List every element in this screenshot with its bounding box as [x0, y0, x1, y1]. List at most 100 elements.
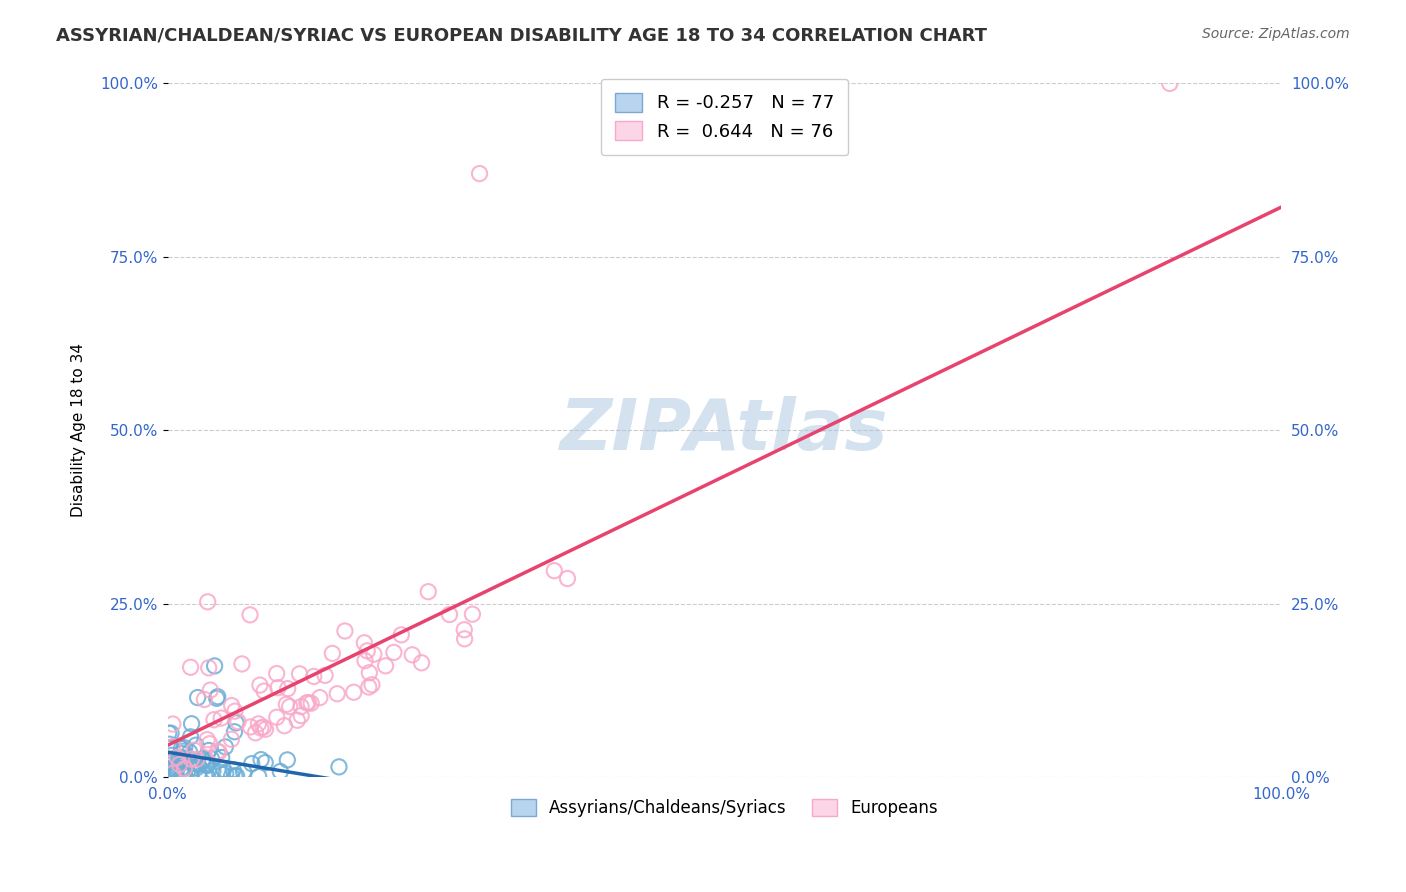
Point	[163, 764, 186, 778]
Point	[221, 769, 243, 783]
Point	[200, 752, 222, 766]
Point	[363, 647, 385, 661]
Point	[382, 645, 405, 659]
Point	[359, 665, 381, 680]
Point	[165, 764, 187, 778]
Point	[254, 723, 277, 737]
Point	[240, 756, 263, 771]
Point	[205, 691, 228, 706]
Point	[166, 760, 188, 774]
Point	[209, 711, 232, 725]
Text: ZIPAtlas: ZIPAtlas	[560, 396, 889, 465]
Point	[173, 766, 195, 780]
Point	[183, 743, 205, 757]
Point	[266, 710, 288, 724]
Point	[184, 738, 207, 752]
Point	[195, 757, 218, 772]
Point	[207, 744, 229, 758]
Point	[162, 766, 184, 780]
Point	[557, 572, 579, 586]
Point	[321, 647, 343, 661]
Point	[308, 690, 330, 705]
Point	[401, 648, 423, 662]
Point	[201, 764, 224, 778]
Point	[170, 747, 193, 761]
Point	[186, 752, 208, 766]
Point	[245, 726, 267, 740]
Point	[179, 745, 201, 759]
Point	[297, 696, 319, 710]
Point	[224, 704, 246, 718]
Point	[357, 680, 380, 694]
Point	[389, 628, 412, 642]
Point	[207, 690, 229, 704]
Point	[180, 660, 202, 674]
Point	[273, 719, 295, 733]
Point	[254, 756, 277, 770]
Point	[221, 698, 243, 713]
Point	[198, 737, 221, 751]
Point	[361, 678, 384, 692]
Point	[184, 756, 207, 771]
Point	[160, 726, 183, 740]
Point	[249, 721, 271, 735]
Point	[163, 766, 186, 780]
Point	[247, 770, 270, 784]
Point	[187, 765, 209, 780]
Point	[166, 751, 188, 765]
Point	[170, 741, 193, 756]
Point	[160, 748, 183, 763]
Point	[193, 751, 215, 765]
Point	[195, 732, 218, 747]
Point	[290, 699, 312, 714]
Point	[165, 769, 187, 783]
Point	[411, 656, 433, 670]
Point	[354, 654, 377, 668]
Point	[302, 669, 325, 683]
Point	[461, 607, 484, 622]
Point	[197, 595, 219, 609]
Point	[169, 757, 191, 772]
Point	[249, 678, 271, 692]
Point	[267, 681, 290, 695]
Point	[232, 764, 254, 779]
Point	[453, 632, 475, 646]
Point	[211, 750, 233, 764]
Point	[157, 737, 180, 751]
Point	[173, 740, 195, 755]
Point	[222, 763, 245, 777]
Point	[180, 716, 202, 731]
Point	[439, 607, 461, 622]
Point	[167, 752, 190, 766]
Point	[250, 753, 273, 767]
Point	[174, 755, 197, 769]
Point	[172, 767, 194, 781]
Point	[195, 758, 218, 772]
Point	[162, 739, 184, 754]
Point	[266, 666, 288, 681]
Point	[159, 755, 181, 769]
Point	[224, 724, 246, 739]
Point	[253, 684, 276, 698]
Point	[225, 715, 247, 730]
Point	[239, 607, 262, 622]
Point	[356, 644, 378, 658]
Point	[252, 720, 274, 734]
Point	[156, 752, 179, 766]
Point	[160, 763, 183, 777]
Point	[173, 762, 195, 776]
Point	[231, 657, 253, 671]
Point	[180, 730, 202, 744]
Point	[191, 752, 214, 766]
Point	[197, 661, 219, 675]
Point	[176, 754, 198, 768]
Point	[290, 708, 312, 723]
Legend: Assyrians/Chaldeans/Syriacs, Europeans: Assyrians/Chaldeans/Syriacs, Europeans	[505, 792, 945, 824]
Point	[198, 743, 221, 757]
Point	[170, 751, 193, 765]
Point	[176, 765, 198, 780]
Point	[224, 769, 246, 783]
Point	[160, 755, 183, 769]
Point	[226, 714, 249, 729]
Point	[172, 751, 194, 765]
